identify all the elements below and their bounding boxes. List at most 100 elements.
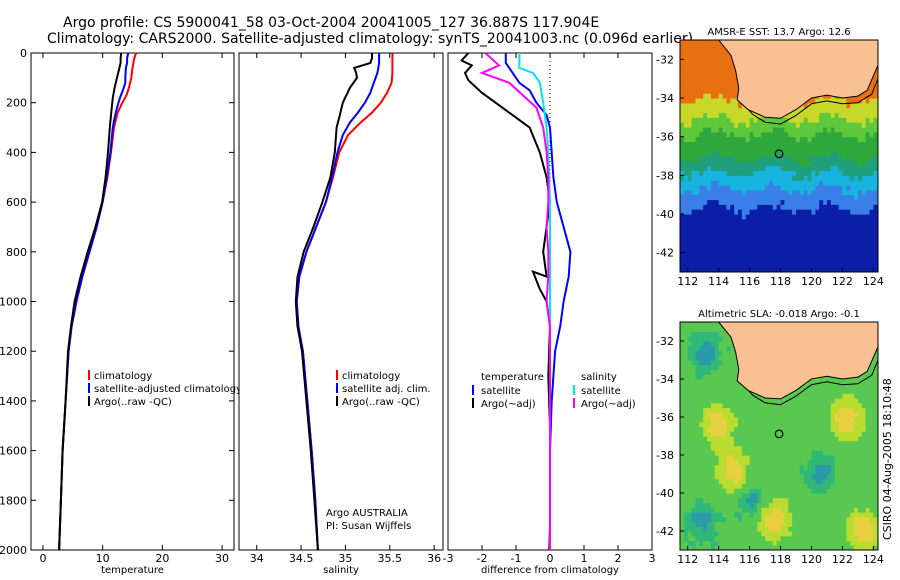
field-cell [827, 180, 832, 186]
field-cell [861, 526, 867, 532]
field-cell [811, 102, 816, 109]
field-cell [703, 189, 708, 196]
field-cell [869, 141, 874, 147]
field-cell [823, 526, 828, 532]
field-cell [846, 170, 851, 176]
field-cell [707, 369, 712, 375]
field-cell [796, 398, 801, 404]
field-cell [861, 421, 867, 428]
field-cell [834, 526, 840, 532]
field-cell [691, 262, 697, 268]
field-cell [687, 44, 693, 51]
field-cell [683, 117, 689, 123]
field-cell [714, 417, 720, 423]
field-cell [738, 262, 743, 268]
field-cell [780, 160, 785, 167]
field-cell [753, 502, 758, 508]
field-cell [788, 238, 793, 244]
field-cell [680, 478, 685, 485]
field-cell [796, 238, 801, 244]
field-cell [753, 185, 758, 191]
field-cell [873, 243, 878, 249]
field-cell [691, 540, 697, 546]
field-cell [745, 521, 751, 527]
field-cell [857, 160, 863, 167]
field-cell [695, 497, 700, 504]
field-cell [865, 194, 871, 201]
field-cell [765, 262, 770, 268]
field-cell [823, 516, 828, 523]
field-cell [745, 464, 751, 470]
field-cell [741, 131, 747, 138]
field-cell [722, 180, 727, 186]
field-cell [753, 141, 758, 147]
field-cell [857, 267, 863, 272]
field-cell [803, 535, 809, 542]
field-cell [803, 421, 809, 428]
field-cell [834, 512, 840, 518]
field-cell [761, 412, 766, 418]
field-cell [761, 497, 766, 504]
field-cell [838, 218, 844, 225]
field-cell [815, 146, 820, 152]
field-cell [792, 497, 797, 504]
field-cell [846, 497, 851, 504]
field-cell [722, 49, 727, 56]
field-cell [865, 262, 871, 268]
field-cell [823, 175, 828, 181]
field-cell [710, 189, 716, 196]
field-cell [691, 252, 697, 259]
field-cell [703, 136, 708, 143]
field-cell [803, 262, 809, 268]
field-cell [726, 483, 731, 489]
field-cell [695, 459, 700, 466]
field-cell [857, 156, 863, 162]
field-cell [741, 502, 747, 508]
field-cell [784, 545, 789, 550]
field-cell [861, 93, 867, 99]
field-cell [846, 257, 851, 263]
field-cell [796, 117, 801, 123]
field-cell [865, 512, 871, 518]
field-cell [768, 185, 774, 191]
field-cell [854, 136, 859, 143]
field-cell [834, 478, 840, 485]
field-cell [703, 388, 708, 394]
field-cell [691, 180, 697, 186]
field-cell [788, 412, 793, 418]
field-cell [861, 252, 867, 259]
field-cell [745, 497, 751, 504]
field-cell [687, 540, 693, 546]
field-cell [741, 180, 747, 186]
legend-heading-temperature: temperature [481, 372, 544, 383]
field-cell [815, 417, 820, 423]
field-cell [745, 459, 751, 466]
field-cell [703, 40, 708, 46]
field-cell [796, 531, 801, 537]
field-cell [749, 185, 755, 191]
field-cell [819, 383, 824, 390]
field-cell [772, 512, 778, 518]
field-cell [741, 204, 747, 210]
field-cell [680, 497, 685, 504]
field-cell [772, 204, 778, 210]
field-cell [710, 531, 716, 537]
field-cell [695, 516, 700, 523]
field-cell [749, 436, 755, 442]
field-cell [691, 78, 697, 85]
field-cell [753, 214, 758, 220]
field-cell [718, 238, 724, 244]
field-cell [861, 257, 867, 263]
field-cell [807, 512, 813, 518]
field-cell [691, 102, 697, 109]
field-cell [730, 156, 735, 162]
field-cell [861, 136, 867, 143]
field-cell [815, 379, 820, 385]
field-cell [699, 360, 704, 366]
field-cell [796, 252, 801, 259]
field-cell [680, 93, 685, 99]
field-cell [710, 507, 716, 513]
field-cell [792, 257, 797, 263]
field-cell [707, 464, 712, 470]
field-cell [699, 402, 704, 409]
